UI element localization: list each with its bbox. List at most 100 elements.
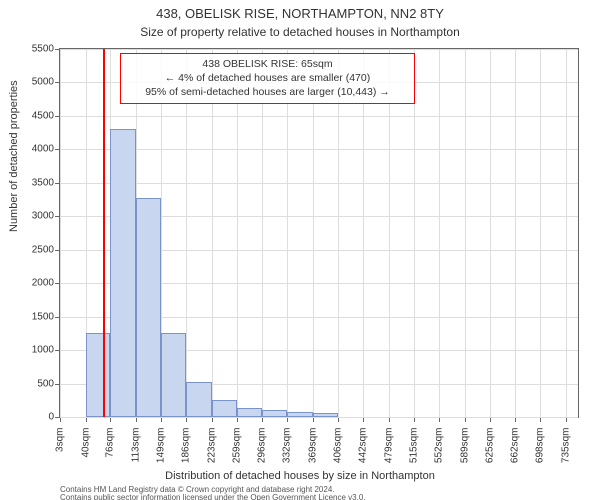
gridline-vertical (237, 49, 238, 417)
gridline-vertical (287, 49, 288, 417)
xtick-label: 223sqm (206, 428, 217, 476)
xtick-label: 149sqm (155, 428, 166, 476)
info-box-line: 438 OBELISK RISE: 65sqm (127, 57, 408, 71)
histogram-bar (287, 412, 313, 417)
property-info-box: 438 OBELISK RISE: 65sqm← 4% of detached … (120, 53, 415, 104)
xtick-mark (566, 418, 567, 422)
ytick-label: 3000 (16, 211, 54, 222)
ytick-label: 2500 (16, 244, 54, 255)
ytick-mark (55, 283, 59, 284)
gridline-vertical (389, 49, 390, 417)
histogram-bar (186, 382, 212, 417)
ytick-label: 1000 (16, 345, 54, 356)
ytick-label: 0 (16, 412, 54, 423)
ytick-mark (55, 250, 59, 251)
ytick-label: 3500 (16, 177, 54, 188)
ytick-mark (55, 350, 59, 351)
ytick-label: 5500 (16, 44, 54, 55)
gridline-horizontal (60, 417, 578, 418)
xtick-label: 406sqm (333, 428, 344, 476)
histogram-bar (161, 333, 187, 417)
xtick-label: 259sqm (231, 428, 242, 476)
ytick-mark (55, 149, 59, 150)
ytick-mark (55, 49, 59, 50)
xtick-label: 735sqm (560, 428, 571, 476)
xtick-mark (60, 418, 61, 422)
xtick-mark (86, 418, 87, 422)
xtick-mark (490, 418, 491, 422)
gridline-vertical (515, 49, 516, 417)
xtick-mark (363, 418, 364, 422)
gridline-horizontal (60, 183, 578, 184)
xtick-label: 113sqm (130, 428, 141, 476)
xtick-label: 40sqm (80, 428, 91, 476)
ytick-label: 2000 (16, 278, 54, 289)
gridline-vertical (262, 49, 263, 417)
xtick-label: 442sqm (358, 428, 369, 476)
y-axis-label: Number of detached properties (8, 80, 20, 232)
xtick-mark (414, 418, 415, 422)
histogram-bar (86, 333, 111, 417)
gridline-vertical (540, 49, 541, 417)
gridline-vertical (439, 49, 440, 417)
ytick-mark (55, 417, 59, 418)
chart-footer: Contains HM Land Registry data © Crown c… (60, 486, 580, 500)
xtick-label: 296sqm (257, 428, 268, 476)
xtick-mark (313, 418, 314, 422)
ytick-mark (55, 216, 59, 217)
property-marker-line (103, 49, 105, 417)
chart-subtitle: Size of property relative to detached ho… (0, 25, 600, 39)
gridline-horizontal (60, 149, 578, 150)
gridline-horizontal (60, 49, 578, 50)
xtick-mark (439, 418, 440, 422)
histogram-bar (212, 400, 237, 417)
xtick-label: 332sqm (282, 428, 293, 476)
xtick-label: 186sqm (181, 428, 192, 476)
ytick-label: 4000 (16, 144, 54, 155)
gridline-vertical (363, 49, 364, 417)
gridline-horizontal (60, 116, 578, 117)
footer-line-2: Contains public sector information licen… (60, 494, 580, 500)
xtick-mark (161, 418, 162, 422)
ytick-mark (55, 384, 59, 385)
xtick-label: 479sqm (383, 428, 394, 476)
ytick-mark (55, 183, 59, 184)
xtick-label: 625sqm (484, 428, 495, 476)
xtick-label: 76sqm (105, 428, 116, 476)
xtick-label: 589sqm (459, 428, 470, 476)
xtick-mark (237, 418, 238, 422)
xtick-mark (389, 418, 390, 422)
xtick-mark (136, 418, 137, 422)
ytick-mark (55, 82, 59, 83)
ytick-label: 1500 (16, 311, 54, 322)
info-box-line: ← 4% of detached houses are smaller (470… (127, 71, 408, 85)
histogram-bar (237, 408, 263, 417)
histogram-bar (313, 413, 339, 417)
ytick-label: 4500 (16, 110, 54, 121)
xtick-mark (186, 418, 187, 422)
gridline-vertical (465, 49, 466, 417)
xtick-label: 698sqm (535, 428, 546, 476)
gridline-vertical (338, 49, 339, 417)
histogram-bar (262, 410, 287, 417)
title-line-1: 438, OBELISK RISE, NORTHAMPTON, NN2 8TY (0, 6, 600, 23)
x-axis-label: Distribution of detached houses by size … (0, 470, 600, 482)
chart-plot-area: 0500100015002000250030003500400045005000… (59, 48, 579, 418)
ytick-mark (55, 317, 59, 318)
histogram-bar (110, 129, 136, 417)
xtick-label: 662sqm (510, 428, 521, 476)
info-box-line: 95% of semi-detached houses are larger (… (127, 85, 408, 99)
histogram-bar (136, 198, 161, 417)
xtick-mark (338, 418, 339, 422)
xtick-label: 515sqm (408, 428, 419, 476)
xtick-label: 552sqm (434, 428, 445, 476)
chart-title: 438, OBELISK RISE, NORTHAMPTON, NN2 8TY (0, 0, 600, 23)
ytick-mark (55, 116, 59, 117)
gridline-vertical (186, 49, 187, 417)
xtick-mark (515, 418, 516, 422)
gridline-vertical (490, 49, 491, 417)
ytick-label: 500 (16, 378, 54, 389)
xtick-label: 3sqm (55, 428, 66, 476)
gridline-vertical (212, 49, 213, 417)
xtick-mark (110, 418, 111, 422)
